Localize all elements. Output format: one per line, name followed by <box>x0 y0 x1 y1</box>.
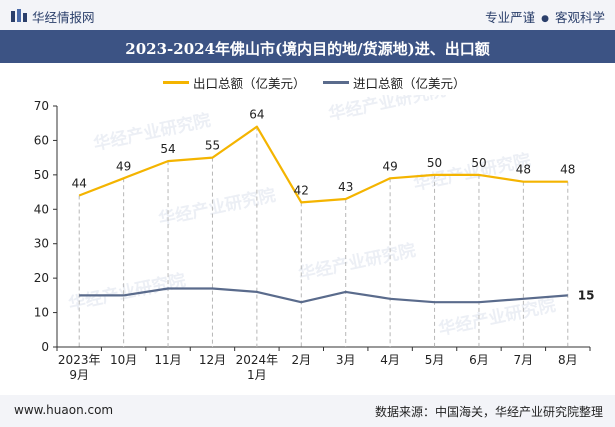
top-banner: 华经情报网 专业严谨 ● 客观科学 <box>0 0 615 30</box>
y-tick-label: 30 <box>34 237 49 251</box>
y-tick-label: 10 <box>34 306 49 320</box>
watermark-text: 华经产业研究院 <box>157 185 278 230</box>
x-tick-label: 10月 <box>110 353 137 367</box>
import-data-label: 15 <box>578 288 595 302</box>
export-data-label: 64 <box>249 108 264 122</box>
export-data-label: 50 <box>471 156 486 170</box>
x-tick-label: 5月 <box>425 353 445 367</box>
legend-item-export: 出口总额（亿美元） <box>163 73 306 92</box>
slogan-right: 客观科学 <box>554 10 605 25</box>
y-tick-label: 70 <box>34 99 49 113</box>
y-tick-label: 50 <box>34 168 49 182</box>
footer: www.huaon.com 数据来源：中国海关，华经产业研究院整理 <box>0 395 615 427</box>
import-series-line <box>79 287 568 304</box>
slogan: 专业严谨 ● 客观科学 <box>485 7 605 26</box>
legend: 出口总额（亿美元） 进口总额（亿美元） <box>0 73 615 93</box>
watermark-text: 华经产业研究院 <box>327 95 448 125</box>
x-tick-label: 12月 <box>199 353 226 367</box>
x-tick-label: 3月 <box>336 353 356 367</box>
export-data-label: 55 <box>205 139 220 153</box>
title-bar: 2023-2024年佛山市(境内目的地/货源地)进、出口额 <box>0 30 615 63</box>
data-source: 数据来源：中国海关，华经产业研究院整理 <box>374 405 603 419</box>
legend-item-import: 进口总额（亿美元） <box>323 73 466 92</box>
y-tick-label: 40 <box>34 202 49 216</box>
x-tick-label: 4月 <box>380 353 400 367</box>
x-tick-label: 7月 <box>514 353 534 367</box>
x-tick-label: 2月 <box>291 353 311 367</box>
x-tick-label: 9月 <box>69 368 89 382</box>
watermark-text: 华经产业研究院 <box>297 240 418 285</box>
export-data-label: 50 <box>427 156 442 170</box>
watermark-text: 华经产业研究院 <box>67 270 188 315</box>
export-data-label: 42 <box>294 183 309 197</box>
export-data-label: 48 <box>516 163 531 177</box>
y-tick-label: 60 <box>34 133 49 147</box>
watermark-text: 华经产业研究院 <box>92 110 213 155</box>
export-data-label: 48 <box>560 163 575 177</box>
export-data-label: 54 <box>160 142 175 156</box>
legend-label-import: 进口总额（亿美元） <box>353 76 466 91</box>
export-data-label: 44 <box>72 177 87 191</box>
watermark-layer: 华经产业研究院华经产业研究院华经产业研究院华经产业研究院华经产业研究院华经产业研… <box>67 95 558 340</box>
export-data-label: 49 <box>116 159 131 173</box>
x-tick-label: 8月 <box>558 353 578 367</box>
export-series-line <box>78 125 568 204</box>
chart-area: 华经产业研究院华经产业研究院华经产业研究院华经产业研究院华经产业研究院华经产业研… <box>34 95 595 382</box>
drop-lines <box>78 126 569 347</box>
data-labels: 44 49 54 55 64 42 43 49 50 50 48 48 15 <box>72 108 595 303</box>
x-tick-label: 6月 <box>469 353 489 367</box>
legend-swatch-export <box>163 81 189 84</box>
y-tick-label: 20 <box>34 271 49 285</box>
slogan-separator: ● <box>541 14 549 24</box>
chart-title: 2023-2024年佛山市(境内目的地/货源地)进、出口额 <box>125 40 490 58</box>
legend-label-export: 出口总额（亿美元） <box>193 76 306 91</box>
logo-icon <box>11 9 27 22</box>
logo-text: 华经情报网 <box>32 10 95 25</box>
x-tick-label: 2023年 <box>58 353 101 367</box>
export-data-label: 43 <box>338 180 353 194</box>
x-tick-label: 11月 <box>154 353 181 367</box>
x-tick-label: 2024年 <box>236 353 279 367</box>
website-link[interactable]: www.huaon.com <box>14 403 114 417</box>
series-lines <box>78 125 568 304</box>
slogan-left: 专业严谨 <box>485 10 536 25</box>
y-tick-label: 0 <box>41 340 49 354</box>
x-tick-label: 1月 <box>247 368 267 382</box>
export-data-label: 49 <box>382 159 397 173</box>
legend-swatch-import <box>323 81 349 84</box>
